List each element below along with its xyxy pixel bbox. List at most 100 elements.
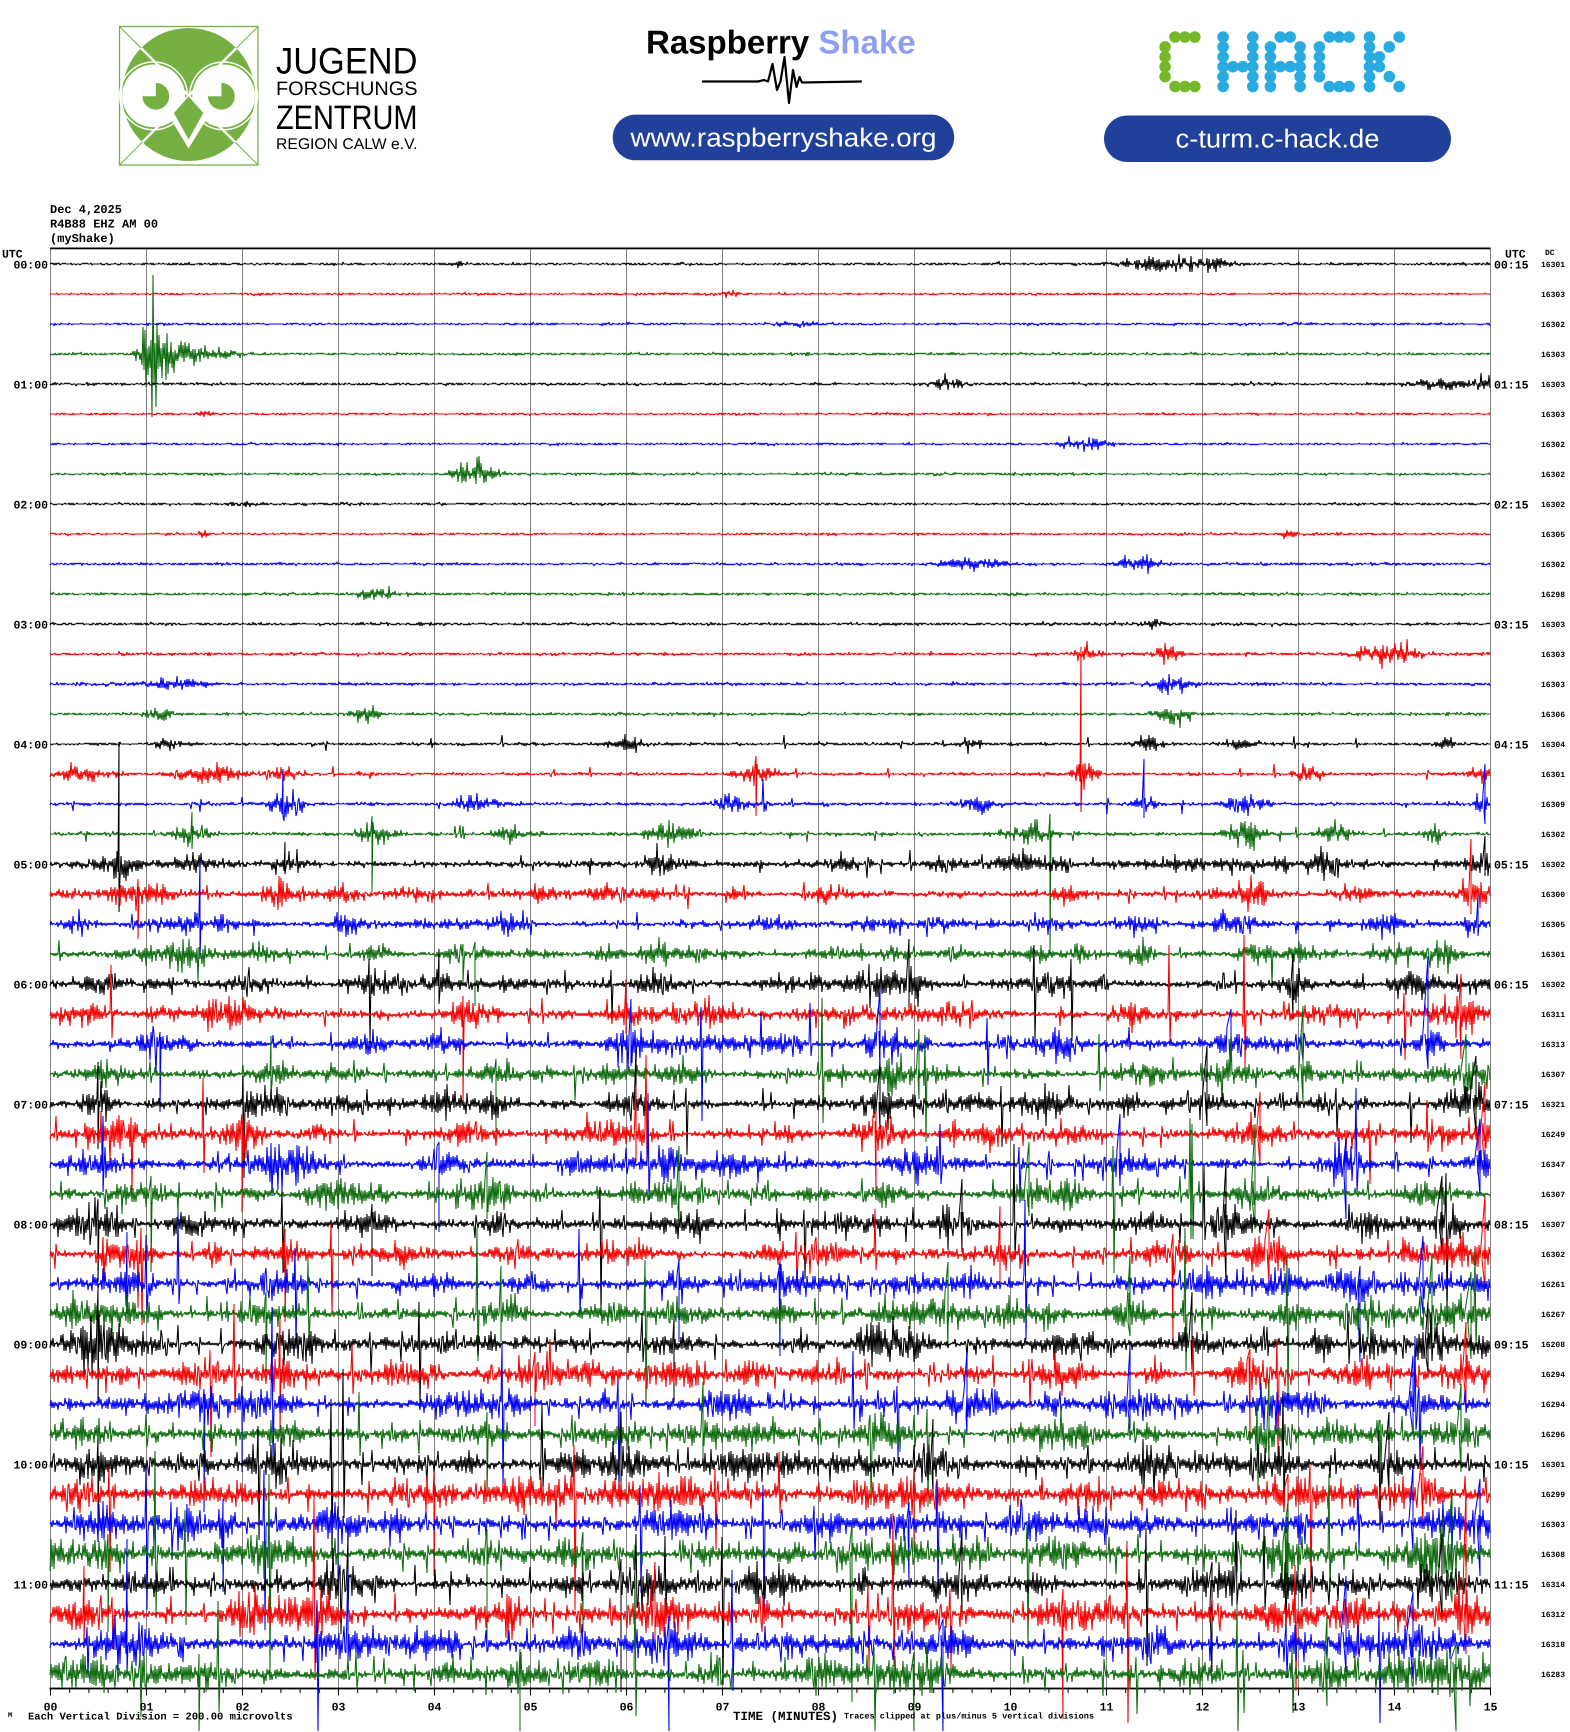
svg-text:10: 10 <box>1004 1702 1018 1715</box>
svg-text:www.raspberryshake.org: www.raspberryshake.org <box>629 123 936 153</box>
svg-text:16304: 16304 <box>1541 741 1565 750</box>
svg-text:06: 06 <box>620 1702 634 1715</box>
svg-text:02:15: 02:15 <box>1494 500 1529 513</box>
svg-text:16302: 16302 <box>1541 1251 1565 1260</box>
svg-text:(myShake): (myShake) <box>50 232 115 246</box>
svg-text:ZENTRUM: ZENTRUM <box>276 99 418 137</box>
svg-text:16303: 16303 <box>1541 381 1565 390</box>
svg-text:16302: 16302 <box>1541 441 1565 450</box>
svg-text:07:15: 07:15 <box>1494 1100 1529 1113</box>
svg-text:00:15: 00:15 <box>1494 260 1529 273</box>
svg-text:JUGEND: JUGEND <box>276 41 418 82</box>
svg-text:16308: 16308 <box>1541 1551 1565 1560</box>
svg-text:10:15: 10:15 <box>1494 1460 1529 1473</box>
svg-text:16299: 16299 <box>1541 1491 1565 1500</box>
svg-text:16303: 16303 <box>1541 621 1565 630</box>
svg-text:16305: 16305 <box>1541 921 1565 930</box>
svg-text:06:15: 06:15 <box>1494 980 1529 993</box>
svg-text:FORSCHUNGS: FORSCHUNGS <box>276 78 418 100</box>
svg-text:16301: 16301 <box>1541 261 1565 270</box>
svg-text:16302: 16302 <box>1541 471 1565 480</box>
svg-text:16298: 16298 <box>1541 591 1565 600</box>
svg-text:16302: 16302 <box>1541 861 1565 870</box>
svg-text:07:00: 07:00 <box>13 1100 48 1113</box>
svg-text:16267: 16267 <box>1541 1311 1565 1320</box>
svg-text:01:15: 01:15 <box>1494 380 1529 393</box>
svg-text:04:15: 04:15 <box>1494 740 1529 753</box>
svg-text:16296: 16296 <box>1541 1431 1565 1440</box>
svg-text:09:15: 09:15 <box>1494 1340 1529 1353</box>
svg-text:05: 05 <box>524 1702 538 1715</box>
svg-text:c-turm.c-hack.de: c-turm.c-hack.de <box>1176 124 1380 154</box>
svg-text:16300: 16300 <box>1541 891 1565 900</box>
svg-text:Dec 4,2025: Dec 4,2025 <box>50 203 122 217</box>
svg-text:16283: 16283 <box>1541 1671 1565 1680</box>
svg-text:16309: 16309 <box>1541 801 1565 810</box>
svg-text:11: 11 <box>1100 1702 1114 1715</box>
svg-text:16301: 16301 <box>1541 1461 1565 1470</box>
svg-text:16305: 16305 <box>1541 531 1565 540</box>
svg-text:R4B88 EHZ AM 00: R4B88 EHZ AM 00 <box>50 218 158 232</box>
svg-text:02:00: 02:00 <box>13 500 48 513</box>
svg-text:00: 00 <box>44 1702 58 1715</box>
svg-text:05:15: 05:15 <box>1494 860 1529 873</box>
svg-text:16302: 16302 <box>1541 831 1565 840</box>
svg-text:00:00: 00:00 <box>13 260 48 273</box>
svg-text:14: 14 <box>1388 1702 1402 1715</box>
svg-text:16303: 16303 <box>1541 351 1565 360</box>
svg-text:16303: 16303 <box>1541 1521 1565 1530</box>
svg-text:16307: 16307 <box>1541 1191 1565 1200</box>
svg-text:03: 03 <box>332 1702 346 1715</box>
svg-text:16312: 16312 <box>1541 1611 1565 1620</box>
svg-text:06:00: 06:00 <box>13 980 48 993</box>
svg-text:16302: 16302 <box>1541 981 1565 990</box>
svg-text:16313: 16313 <box>1541 1041 1565 1050</box>
svg-text:07: 07 <box>716 1702 730 1715</box>
svg-text:16301: 16301 <box>1541 951 1565 960</box>
svg-text:16301: 16301 <box>1541 771 1565 780</box>
svg-text:16303: 16303 <box>1541 291 1565 300</box>
svg-text:12: 12 <box>1196 1702 1210 1715</box>
svg-text:16303: 16303 <box>1541 651 1565 660</box>
svg-text:REGION CALW e.V.: REGION CALW e.V. <box>276 136 418 153</box>
svg-text:16311: 16311 <box>1541 1011 1565 1020</box>
svg-text:M: M <box>8 1712 12 1720</box>
svg-text:16249: 16249 <box>1541 1131 1565 1140</box>
svg-text:13: 13 <box>1292 1702 1306 1715</box>
svg-text:16302: 16302 <box>1541 561 1565 570</box>
svg-text:08:00: 08:00 <box>13 1220 48 1233</box>
svg-text:09: 09 <box>908 1702 922 1715</box>
svg-text:03:00: 03:00 <box>13 620 48 633</box>
svg-text:16208: 16208 <box>1541 1341 1565 1350</box>
svg-text:04: 04 <box>428 1702 442 1715</box>
svg-text:16318: 16318 <box>1541 1641 1565 1650</box>
svg-text:16294: 16294 <box>1541 1401 1565 1410</box>
svg-text:08:15: 08:15 <box>1494 1220 1529 1233</box>
svg-text:16302: 16302 <box>1541 501 1565 510</box>
svg-text:15: 15 <box>1484 1702 1498 1715</box>
svg-text:11:00: 11:00 <box>13 1580 48 1593</box>
svg-text:09:00: 09:00 <box>13 1340 48 1353</box>
svg-text:16302: 16302 <box>1541 321 1565 330</box>
svg-text:16347: 16347 <box>1541 1161 1565 1170</box>
svg-text:08: 08 <box>812 1702 826 1715</box>
svg-text:16261: 16261 <box>1541 1281 1565 1290</box>
svg-text:16303: 16303 <box>1541 411 1565 420</box>
svg-text:16314: 16314 <box>1541 1581 1565 1590</box>
svg-text:UTC: UTC <box>1505 249 1526 262</box>
svg-text:UTC: UTC <box>2 249 23 262</box>
svg-text:01:00: 01:00 <box>13 380 48 393</box>
svg-text:16307: 16307 <box>1541 1071 1565 1080</box>
svg-text:03:15: 03:15 <box>1494 620 1529 633</box>
svg-text:TIME (MINUTES): TIME (MINUTES) <box>733 1710 838 1724</box>
svg-text:11:15: 11:15 <box>1494 1580 1529 1593</box>
svg-text:DC: DC <box>1545 249 1555 258</box>
svg-text:16306: 16306 <box>1541 711 1565 720</box>
svg-text:Traces clipped at plus/minus 5: Traces clipped at plus/minus 5 vertical … <box>844 1712 1094 1722</box>
svg-text:10:00: 10:00 <box>13 1460 48 1473</box>
svg-text:16294: 16294 <box>1541 1371 1565 1380</box>
svg-text:Raspberry Shake: Raspberry Shake <box>646 24 916 61</box>
svg-text:16303: 16303 <box>1541 681 1565 690</box>
svg-text:Each Vertical Division = 200.: Each Vertical Division = 200.00 microvol… <box>28 1712 293 1724</box>
svg-text:04:00: 04:00 <box>13 740 48 753</box>
